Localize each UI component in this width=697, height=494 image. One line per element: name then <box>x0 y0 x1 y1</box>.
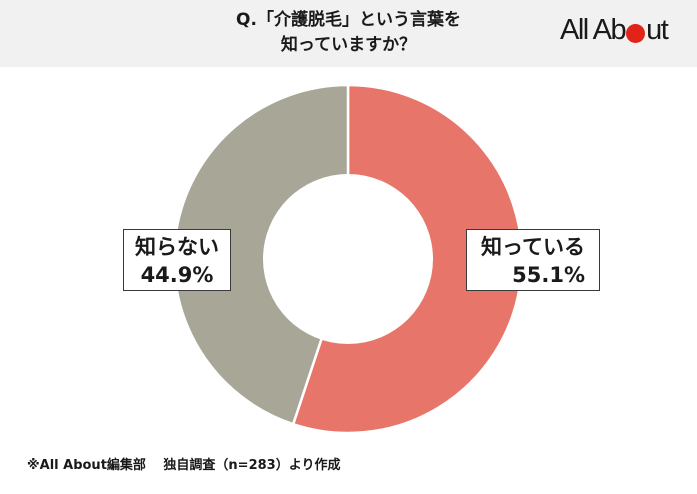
logo-text-start: All Ab <box>560 13 627 46</box>
header-band: Q.「介護脱毛」という言葉を 知っていますか？ All Ab ut <box>0 0 697 67</box>
title-line-1: Q.「介護脱毛」という言葉を <box>236 10 461 30</box>
title-line-2: 知っていますか？ <box>280 35 417 55</box>
logo-text-end: ut <box>646 13 669 46</box>
label-no-pct: 44.9% <box>140 263 214 287</box>
donut-hole <box>263 174 433 344</box>
label-yes: 知っている 55.1% <box>466 229 600 291</box>
logo-red-dot-icon <box>626 23 646 43</box>
label-yes-name: 知っている <box>481 235 585 259</box>
chart-title: Q.「介護脱毛」という言葉を 知っていますか？ <box>150 8 547 58</box>
label-no: 知らない 44.9% <box>123 229 231 291</box>
label-yes-pct: 55.1% <box>512 263 585 287</box>
allabout-logo: All Ab ut <box>560 13 669 46</box>
source-footnote: ※All About編集部 独自調査（n=283）より作成 <box>27 458 341 473</box>
label-no-name: 知らない <box>135 235 219 259</box>
